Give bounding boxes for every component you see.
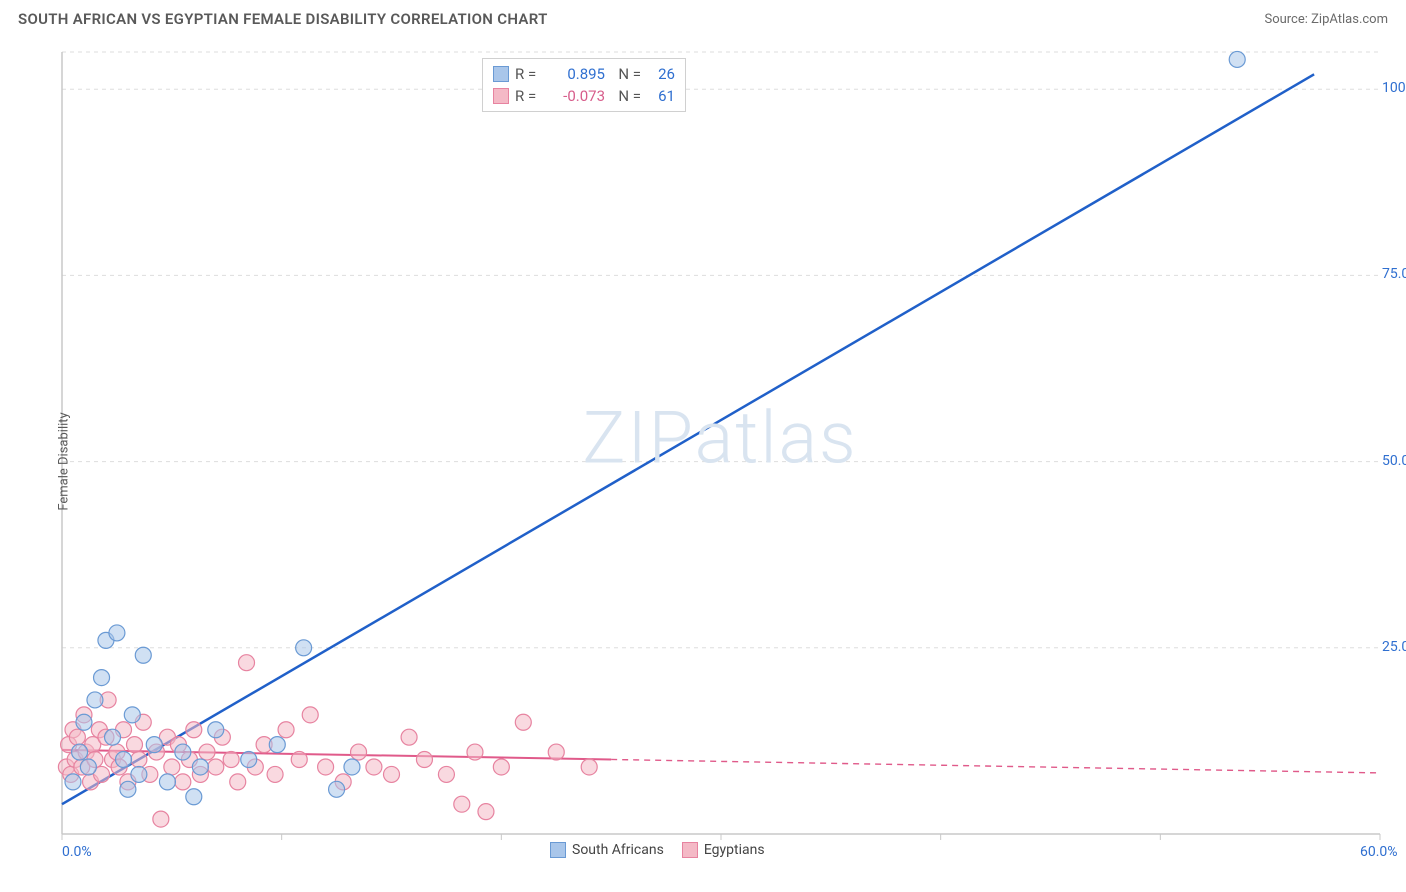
- stats-legend-row: R = 0.895 N = 26: [493, 63, 675, 85]
- x-tick-label: 0.0%: [62, 844, 92, 860]
- legend-swatch: [493, 66, 509, 82]
- legend-r-label: R =: [515, 65, 543, 83]
- series-legend: South Africans Egyptians: [550, 842, 765, 858]
- series-legend-label: South Africans: [572, 842, 664, 858]
- series-legend-label: Egyptians: [704, 842, 765, 858]
- source-label: Source: ZipAtlas.com: [1264, 12, 1388, 27]
- stats-legend-row: R = -0.073 N = 61: [493, 85, 675, 107]
- y-tick-label: 50.0%: [1382, 453, 1406, 469]
- legend-r-value: -0.073: [549, 87, 605, 105]
- stats-legend: R = 0.895 N = 26 R = -0.073 N = 61: [482, 58, 686, 112]
- y-tick-label: 75.0%: [1382, 266, 1406, 282]
- chart-title: SOUTH AFRICAN VS EGYPTIAN FEMALE DISABIL…: [18, 10, 548, 28]
- y-tick-label: 25.0%: [1382, 639, 1406, 655]
- series-legend-item: Egyptians: [682, 842, 765, 858]
- y-axis-label: Female Disability: [57, 412, 72, 510]
- x-tick-label: 60.0%: [1360, 844, 1398, 860]
- series-legend-item: South Africans: [550, 842, 664, 858]
- legend-n-label: N =: [611, 65, 641, 83]
- legend-n-value: 26: [647, 65, 675, 83]
- legend-swatch: [682, 842, 698, 858]
- y-tick-label: 100.0%: [1382, 80, 1406, 96]
- legend-r-value: 0.895: [549, 65, 605, 83]
- legend-r-label: R =: [515, 87, 543, 105]
- legend-swatch: [550, 842, 566, 858]
- legend-swatch: [493, 88, 509, 104]
- scatter-chart: [50, 44, 1390, 864]
- chart-header: SOUTH AFRICAN VS EGYPTIAN FEMALE DISABIL…: [0, 0, 1406, 34]
- legend-n-value: 61: [647, 87, 675, 105]
- chart-area: Female Disability ZIPatlas R =0.895N =26…: [50, 44, 1390, 864]
- legend-n-label: N =: [611, 87, 641, 105]
